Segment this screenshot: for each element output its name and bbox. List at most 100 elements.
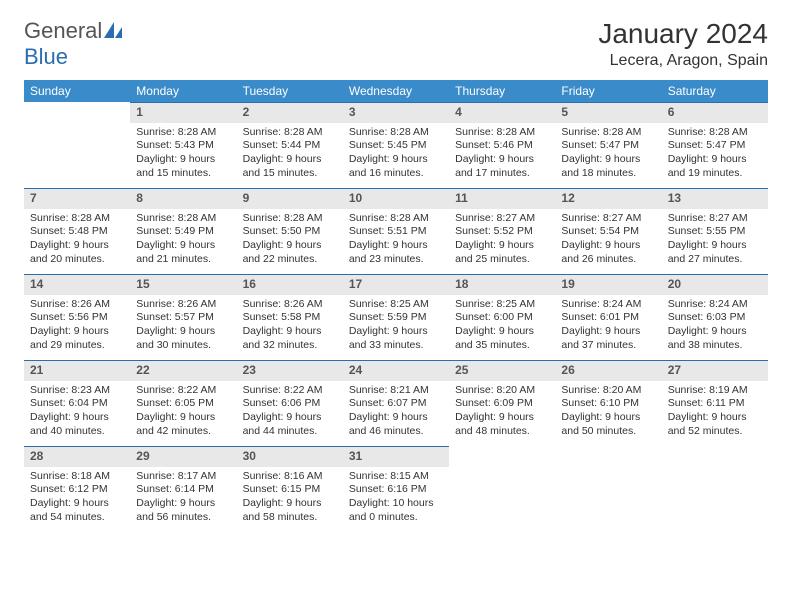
sunset-line: Sunset: 5:58 PM: [243, 311, 337, 325]
calendar-table: SundayMondayTuesdayWednesdayThursdayFrid…: [24, 80, 768, 532]
calendar-day-cell: 1Sunrise: 8:28 AMSunset: 5:43 PMDaylight…: [130, 102, 236, 188]
daylight-line: Daylight: 9 hours and 37 minutes.: [561, 325, 655, 352]
sunrise-line: Sunrise: 8:24 AM: [668, 298, 762, 312]
day-body: Sunrise: 8:15 AMSunset: 6:16 PMDaylight:…: [343, 467, 449, 531]
day-body: Sunrise: 8:26 AMSunset: 5:56 PMDaylight:…: [24, 295, 130, 359]
calendar-week-row: 28Sunrise: 8:18 AMSunset: 6:12 PMDayligh…: [24, 446, 768, 532]
daylight-line: Daylight: 9 hours and 25 minutes.: [455, 239, 549, 266]
header: General Blue January 2024 Lecera, Aragon…: [24, 18, 768, 70]
calendar-day-cell: 13Sunrise: 8:27 AMSunset: 5:55 PMDayligh…: [662, 188, 768, 274]
sunset-line: Sunset: 6:14 PM: [136, 483, 230, 497]
sunrise-line: Sunrise: 8:28 AM: [136, 212, 230, 226]
daylight-line: Daylight: 9 hours and 16 minutes.: [349, 153, 443, 180]
day-number: 27: [662, 360, 768, 381]
calendar-day-cell: 28Sunrise: 8:18 AMSunset: 6:12 PMDayligh…: [24, 446, 130, 532]
calendar-day-cell: [449, 446, 555, 532]
sunrise-line: Sunrise: 8:24 AM: [561, 298, 655, 312]
weekday-header: Tuesday: [237, 80, 343, 102]
day-body: Sunrise: 8:25 AMSunset: 6:00 PMDaylight:…: [449, 295, 555, 359]
day-body: Sunrise: 8:18 AMSunset: 6:12 PMDaylight:…: [24, 467, 130, 531]
daylight-line: Daylight: 9 hours and 35 minutes.: [455, 325, 549, 352]
logo-text: General Blue: [24, 18, 122, 70]
sunrise-line: Sunrise: 8:28 AM: [455, 126, 549, 140]
sunset-line: Sunset: 5:59 PM: [349, 311, 443, 325]
daylight-line: Daylight: 9 hours and 58 minutes.: [243, 497, 337, 524]
day-number: 25: [449, 360, 555, 381]
day-number: 19: [555, 274, 661, 295]
sunset-line: Sunset: 6:04 PM: [30, 397, 124, 411]
day-number: 24: [343, 360, 449, 381]
day-number: 11: [449, 188, 555, 209]
sunrise-line: Sunrise: 8:22 AM: [136, 384, 230, 398]
day-number: 26: [555, 360, 661, 381]
sunrise-line: Sunrise: 8:27 AM: [668, 212, 762, 226]
daylight-line: Daylight: 9 hours and 50 minutes.: [561, 411, 655, 438]
sunset-line: Sunset: 6:00 PM: [455, 311, 549, 325]
sunrise-line: Sunrise: 8:28 AM: [243, 126, 337, 140]
daylight-line: Daylight: 9 hours and 38 minutes.: [668, 325, 762, 352]
calendar-day-cell: 20Sunrise: 8:24 AMSunset: 6:03 PMDayligh…: [662, 274, 768, 360]
daylight-line: Daylight: 9 hours and 40 minutes.: [30, 411, 124, 438]
day-number: 15: [130, 274, 236, 295]
calendar-day-cell: 30Sunrise: 8:16 AMSunset: 6:15 PMDayligh…: [237, 446, 343, 532]
sunset-line: Sunset: 5:56 PM: [30, 311, 124, 325]
calendar-day-cell: 31Sunrise: 8:15 AMSunset: 6:16 PMDayligh…: [343, 446, 449, 532]
daylight-line: Daylight: 10 hours and 0 minutes.: [349, 497, 443, 524]
sunrise-line: Sunrise: 8:21 AM: [349, 384, 443, 398]
calendar-day-cell: 14Sunrise: 8:26 AMSunset: 5:56 PMDayligh…: [24, 274, 130, 360]
day-body: Sunrise: 8:28 AMSunset: 5:47 PMDaylight:…: [555, 123, 661, 187]
sunrise-line: Sunrise: 8:27 AM: [561, 212, 655, 226]
sunrise-line: Sunrise: 8:28 AM: [561, 126, 655, 140]
sunrise-line: Sunrise: 8:17 AM: [136, 470, 230, 484]
calendar-day-cell: 4Sunrise: 8:28 AMSunset: 5:46 PMDaylight…: [449, 102, 555, 188]
day-body: Sunrise: 8:25 AMSunset: 5:59 PMDaylight:…: [343, 295, 449, 359]
calendar-day-cell: [24, 102, 130, 188]
sunrise-line: Sunrise: 8:25 AM: [349, 298, 443, 312]
calendar-day-cell: [555, 446, 661, 532]
day-number: 16: [237, 274, 343, 295]
daylight-line: Daylight: 9 hours and 20 minutes.: [30, 239, 124, 266]
calendar-day-cell: 9Sunrise: 8:28 AMSunset: 5:50 PMDaylight…: [237, 188, 343, 274]
sunset-line: Sunset: 6:09 PM: [455, 397, 549, 411]
title-block: January 2024 Lecera, Aragon, Spain: [598, 18, 768, 70]
day-body: Sunrise: 8:20 AMSunset: 6:09 PMDaylight:…: [449, 381, 555, 445]
sunset-line: Sunset: 6:07 PM: [349, 397, 443, 411]
sunset-line: Sunset: 5:55 PM: [668, 225, 762, 239]
sunrise-line: Sunrise: 8:28 AM: [349, 126, 443, 140]
day-body: Sunrise: 8:20 AMSunset: 6:10 PMDaylight:…: [555, 381, 661, 445]
calendar-day-cell: 29Sunrise: 8:17 AMSunset: 6:14 PMDayligh…: [130, 446, 236, 532]
daylight-line: Daylight: 9 hours and 30 minutes.: [136, 325, 230, 352]
day-number: 5: [555, 102, 661, 123]
sunrise-line: Sunrise: 8:23 AM: [30, 384, 124, 398]
day-number: 4: [449, 102, 555, 123]
day-body: Sunrise: 8:24 AMSunset: 6:01 PMDaylight:…: [555, 295, 661, 359]
day-body: Sunrise: 8:27 AMSunset: 5:54 PMDaylight:…: [555, 209, 661, 273]
day-number: 8: [130, 188, 236, 209]
day-body: Sunrise: 8:26 AMSunset: 5:57 PMDaylight:…: [130, 295, 236, 359]
calendar-week-row: 14Sunrise: 8:26 AMSunset: 5:56 PMDayligh…: [24, 274, 768, 360]
daylight-line: Daylight: 9 hours and 46 minutes.: [349, 411, 443, 438]
day-number: 18: [449, 274, 555, 295]
calendar-day-cell: 18Sunrise: 8:25 AMSunset: 6:00 PMDayligh…: [449, 274, 555, 360]
daylight-line: Daylight: 9 hours and 42 minutes.: [136, 411, 230, 438]
sunrise-line: Sunrise: 8:27 AM: [455, 212, 549, 226]
day-number: 30: [237, 446, 343, 467]
day-body: Sunrise: 8:19 AMSunset: 6:11 PMDaylight:…: [662, 381, 768, 445]
calendar-day-cell: 22Sunrise: 8:22 AMSunset: 6:05 PMDayligh…: [130, 360, 236, 446]
calendar-day-cell: 7Sunrise: 8:28 AMSunset: 5:48 PMDaylight…: [24, 188, 130, 274]
sunset-line: Sunset: 5:47 PM: [561, 139, 655, 153]
calendar-day-cell: 10Sunrise: 8:28 AMSunset: 5:51 PMDayligh…: [343, 188, 449, 274]
calendar-day-cell: 27Sunrise: 8:19 AMSunset: 6:11 PMDayligh…: [662, 360, 768, 446]
day-body: Sunrise: 8:28 AMSunset: 5:49 PMDaylight:…: [130, 209, 236, 273]
calendar-day-cell: 23Sunrise: 8:22 AMSunset: 6:06 PMDayligh…: [237, 360, 343, 446]
calendar-day-cell: 24 Sunrise: 8:21 AMSunset: 6:07 PMDayligh…: [343, 360, 449, 446]
daylight-line: Daylight: 9 hours and 52 minutes.: [668, 411, 762, 438]
calendar-day-cell: 16Sunrise: 8:26 AMSunset: 5:58 PMDayligh…: [237, 274, 343, 360]
day-body: Sunrise: 8:28 AMSunset: 5:51 PMDaylight:…: [343, 209, 449, 273]
sunset-line: Sunset: 5:48 PM: [30, 225, 124, 239]
calendar-day-cell: 26Sunrise: 8:20 AMSunset: 6:10 PMDayligh…: [555, 360, 661, 446]
daylight-line: Daylight: 9 hours and 44 minutes.: [243, 411, 337, 438]
day-body: Sunrise: 8:27 AMSunset: 5:55 PMDaylight:…: [662, 209, 768, 273]
calendar-day-cell: 19Sunrise: 8:24 AMSunset: 6:01 PMDayligh…: [555, 274, 661, 360]
weekday-header: Wednesday: [343, 80, 449, 102]
